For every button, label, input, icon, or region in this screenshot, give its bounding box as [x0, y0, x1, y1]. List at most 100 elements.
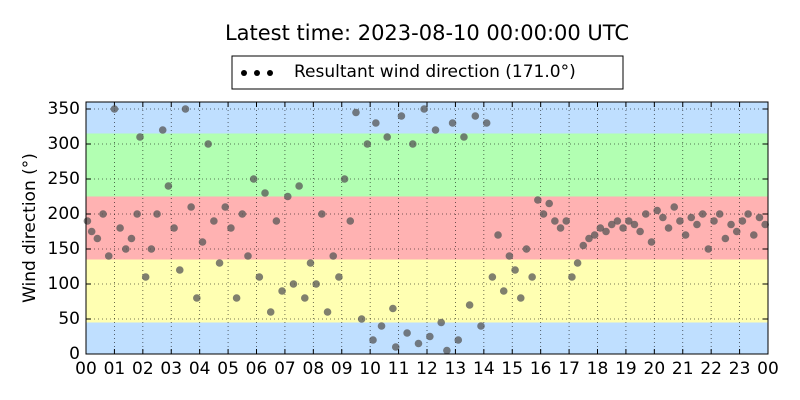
- point: [454, 336, 463, 344]
- point: [636, 227, 644, 236]
- point: [744, 210, 752, 218]
- point: [170, 224, 178, 232]
- point: [488, 273, 497, 281]
- point: [687, 213, 696, 222]
- point: [127, 234, 136, 243]
- point: [346, 217, 355, 225]
- point: [147, 245, 156, 253]
- point: [755, 213, 764, 222]
- point: [693, 220, 701, 229]
- point: [99, 210, 107, 218]
- point: [465, 301, 474, 309]
- point: [499, 287, 508, 295]
- point: [372, 119, 380, 127]
- point: [749, 231, 758, 239]
- point: [232, 294, 241, 302]
- x-tick-label: 10: [359, 359, 381, 379]
- x-tick-label: 04: [189, 359, 211, 379]
- point: [181, 105, 190, 113]
- x-tick-label: 13: [445, 359, 467, 379]
- point: [278, 287, 286, 295]
- point: [272, 217, 281, 225]
- point: [659, 213, 667, 222]
- point: [121, 245, 130, 253]
- point: [653, 206, 661, 215]
- point: [133, 210, 141, 218]
- point: [471, 112, 480, 120]
- point: [87, 227, 96, 236]
- x-tick-label: 23: [729, 359, 751, 379]
- point: [676, 217, 684, 225]
- x-tick-label: 02: [132, 359, 154, 379]
- point: [494, 231, 502, 239]
- legend-marker: [254, 70, 260, 76]
- point: [460, 133, 468, 141]
- point: [443, 346, 451, 355]
- point: [607, 220, 616, 229]
- point: [93, 234, 102, 243]
- x-tick-label: 09: [331, 359, 353, 379]
- point: [624, 217, 633, 225]
- x-tick-label: 22: [700, 359, 722, 379]
- point: [198, 238, 207, 246]
- point: [630, 220, 639, 229]
- point: [301, 294, 309, 302]
- x-tick-label: 19: [615, 359, 637, 379]
- point: [698, 210, 707, 218]
- point: [738, 217, 747, 225]
- legend-label: Resultant wind direction (171.0°): [294, 62, 576, 82]
- point: [391, 343, 400, 351]
- point: [522, 245, 531, 253]
- point: [568, 273, 576, 281]
- point: [187, 203, 195, 211]
- point: [585, 234, 593, 243]
- point: [414, 339, 423, 348]
- plot-frame: [85, 101, 769, 355]
- point: [397, 112, 406, 120]
- x-tick-label: 18: [587, 359, 609, 379]
- y-tick-label: 100: [48, 274, 80, 294]
- point: [153, 210, 161, 218]
- x-tick-label: 15: [501, 359, 523, 379]
- point: [215, 259, 224, 267]
- y-tick-label: 0: [69, 344, 80, 364]
- y-axis-label: Wind direction (°): [20, 153, 40, 303]
- point: [642, 210, 650, 218]
- point: [511, 266, 519, 274]
- point: [255, 273, 264, 281]
- point: [389, 304, 397, 313]
- y-tick-label: 150: [48, 239, 80, 259]
- x-tick-label: 21: [672, 359, 694, 379]
- point: [175, 266, 184, 274]
- point: [573, 259, 582, 267]
- point: [539, 210, 548, 218]
- point: [505, 252, 514, 260]
- y-tick-label: 200: [48, 204, 80, 224]
- point: [420, 105, 428, 113]
- point: [261, 189, 269, 197]
- point: [670, 203, 679, 211]
- point: [83, 217, 92, 225]
- x-tick-label: 07: [274, 359, 296, 379]
- x-tick-label: 11: [388, 359, 410, 379]
- x-tick-label: 05: [217, 359, 239, 379]
- x-tick-label: 14: [473, 359, 495, 379]
- point: [352, 108, 360, 117]
- point: [647, 238, 656, 246]
- chart-title: Latest time: 2023-08-10 00:00:00 UTC: [225, 21, 629, 45]
- y-tick-label: 50: [58, 309, 80, 329]
- legend-box: [231, 55, 624, 90]
- point: [266, 308, 275, 316]
- point: [477, 322, 485, 330]
- point: [340, 175, 349, 183]
- point: [116, 224, 124, 232]
- point: [715, 210, 724, 218]
- point: [579, 241, 588, 250]
- y-tick-label: 250: [48, 169, 80, 189]
- point: [596, 224, 605, 232]
- point: [335, 273, 343, 281]
- point: [619, 224, 627, 232]
- point: [613, 217, 622, 225]
- point: [136, 133, 144, 141]
- point: [204, 140, 212, 148]
